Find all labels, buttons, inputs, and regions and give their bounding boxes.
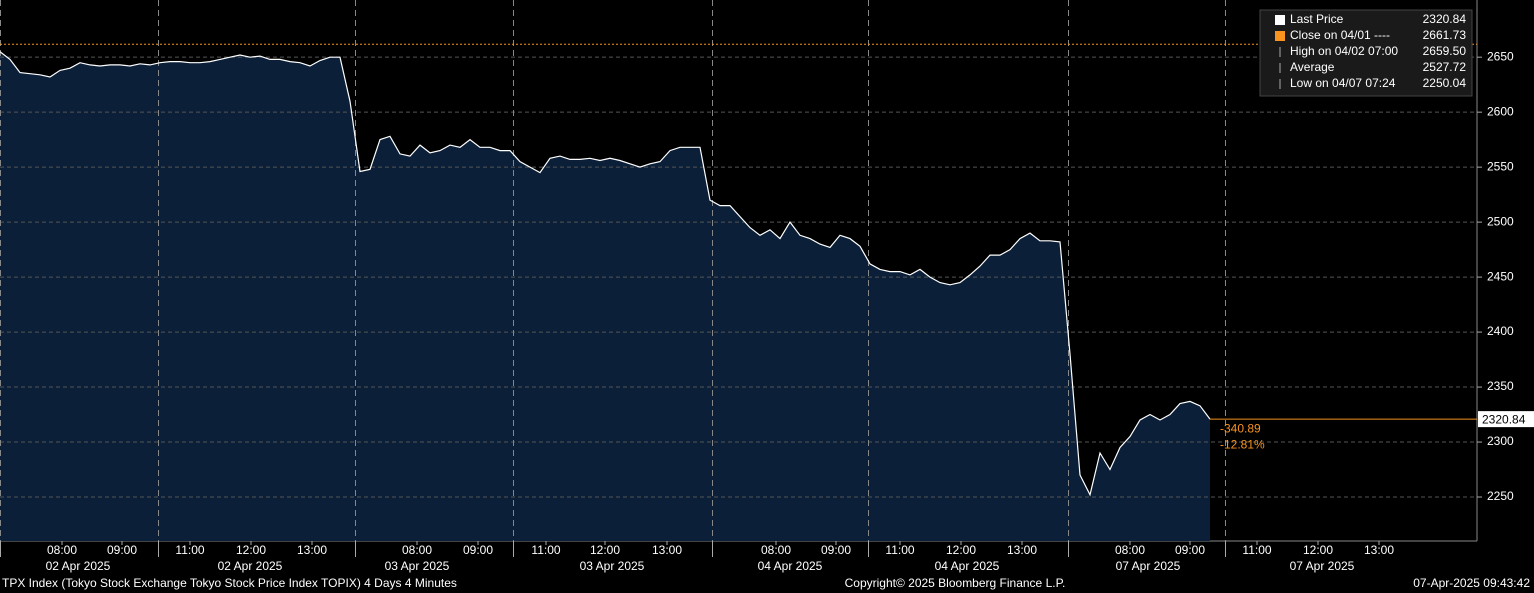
legend-swatch [1275,15,1285,25]
legend-value: 2250.04 [1423,76,1467,90]
y-tick-label: 2350 [1487,379,1514,393]
last-price-box [1478,411,1534,428]
price-line [0,51,1211,497]
y-tick-label: 2400 [1487,324,1514,338]
x-tick-label: 08:00 [402,543,432,557]
timestamp: 07-Apr-2025 09:43:42 [1413,576,1530,590]
legend-name: High on 04/02 07:00 [1290,44,1398,58]
y-tick-label: 2500 [1487,214,1514,228]
x-tick-label: 08:00 [1115,543,1145,557]
y-tick-label: 2600 [1487,104,1514,118]
y-tick-label: 2550 [1487,159,1514,173]
legend-value: 2320.84 [1423,12,1467,26]
change-label: -340.89 [1220,421,1261,435]
area-fill [0,51,1210,541]
legend-box [1259,9,1473,97]
legend-value: 2527.72 [1423,60,1467,74]
x-tick-label: 11:00 [531,543,560,557]
x-tick-label: 08:00 [47,543,77,557]
x-tick-label: 09:00 [463,543,493,557]
x-tick-label: 12:00 [1303,543,1333,557]
x-tick-label: 13:00 [652,543,682,557]
copyright: Copyright© 2025 Bloomberg Finance L.P. [845,576,1066,590]
date-label: 07 Apr 2025 [1290,559,1355,573]
date-label: 04 Apr 2025 [935,559,1000,573]
x-tick-label: 13:00 [1007,543,1037,557]
y-tick-label: 2250 [1487,489,1514,503]
date-label: 03 Apr 2025 [385,559,450,573]
last-price-label: 2320.84 [1482,412,1526,426]
legend-swatch [1275,31,1285,41]
x-tick-label: 13:00 [1364,543,1394,557]
x-tick-label: 11:00 [885,543,914,557]
legend-value: 2659.50 [1423,44,1467,58]
y-tick-label: 2300 [1487,434,1514,448]
date-label: 02 Apr 2025 [46,559,111,573]
x-tick-label: 12:00 [946,543,976,557]
legend-name: Average [1290,60,1335,74]
date-label: 03 Apr 2025 [580,559,645,573]
x-tick-label: 12:00 [590,543,620,557]
legend-value: 2661.73 [1423,28,1467,42]
legend-name: Last Price [1290,12,1344,26]
legend-name: Low on 04/07 07:24 [1290,76,1396,90]
date-label: 07 Apr 2025 [1116,559,1181,573]
legend-name: Close on 04/01 ---- [1290,28,1390,42]
date-label: 04 Apr 2025 [758,559,823,573]
x-tick-label: 11:00 [1242,543,1271,557]
x-tick-label: 13:00 [297,543,327,557]
date-label: 02 Apr 2025 [218,559,283,573]
legend: Last Price 2320.84 Close on 04/01 ---- 2661… [1259,9,1473,97]
x-tick-label: 09:00 [1175,543,1205,557]
y-tick-label: 2650 [1487,49,1514,63]
y-tick-label: 2450 [1487,269,1514,283]
x-tick-label: 12:00 [236,543,266,557]
x-tick-label: 09:00 [821,543,851,557]
x-tick-label: 08:00 [761,543,791,557]
footer-title: TPX Index (Tokyo Stock Exchange Tokyo St… [2,576,457,590]
x-tick-label: 11:00 [175,543,204,557]
change-pct-label: -12.81% [1220,437,1265,451]
x-tick-label: 09:00 [107,543,137,557]
